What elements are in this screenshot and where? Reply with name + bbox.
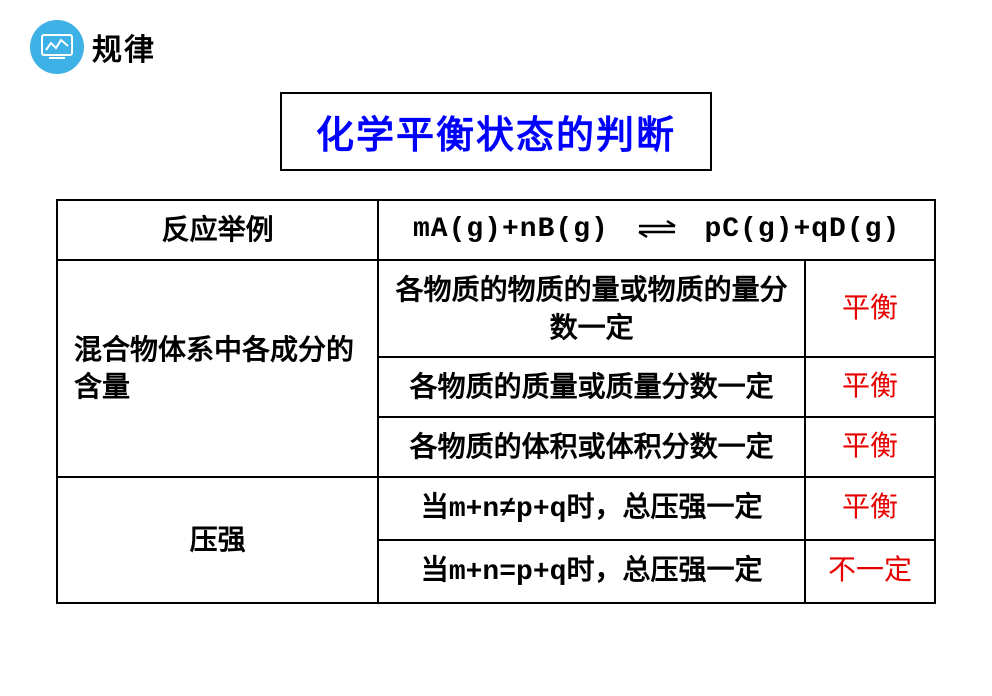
cond-post: 时，总压强一定 xyxy=(566,491,762,522)
equation-left: mA(g)+nB(g) xyxy=(413,214,609,245)
equation-cell: mA(g)+nB(g) pC(g)+qD(g) xyxy=(378,200,935,260)
result-cell: 平衡 xyxy=(805,417,935,477)
condition-cell: 当m+n≠p+q时，总压强一定 xyxy=(378,477,805,540)
equilibrium-arrow-icon xyxy=(635,219,679,239)
header-badge: 规律 xyxy=(30,20,962,74)
badge-label: 规律 xyxy=(92,25,156,69)
table-header-row: 反应举例 mA(g)+nB(g) pC(g)+qD(g) xyxy=(57,200,935,260)
condition-cell: 各物质的物质的量或物质的量分数一定 xyxy=(378,260,805,358)
result-cell: 平衡 xyxy=(805,260,935,358)
result-cell: 不一定 xyxy=(805,540,935,603)
badge-icon xyxy=(30,20,84,74)
page-title: 化学平衡状态的判断 xyxy=(280,92,712,171)
result-cell: 平衡 xyxy=(805,477,935,540)
criteria-table: 反应举例 mA(g)+nB(g) pC(g)+qD(g) 混合物体系中各成分的含… xyxy=(56,199,936,604)
header-left: 反应举例 xyxy=(57,200,378,260)
cond-post: 时，总压强一定 xyxy=(566,554,762,585)
condition-cell: 各物质的质量或质量分数一定 xyxy=(378,357,805,417)
title-container: 化学平衡状态的判断 xyxy=(30,92,962,171)
table-row: 混合物体系中各成分的含量 各物质的物质的量或物质的量分数一定 平衡 xyxy=(57,260,935,358)
table-row: 压强 当m+n≠p+q时，总压强一定 平衡 xyxy=(57,477,935,540)
cond-expr: m+n=p+q xyxy=(449,557,567,588)
condition-cell: 当m+n=p+q时，总压强一定 xyxy=(378,540,805,603)
cond-expr: m+n≠p+q xyxy=(449,494,567,525)
cond-pre: 当 xyxy=(421,554,449,585)
result-cell: 平衡 xyxy=(805,357,935,417)
cond-pre: 当 xyxy=(421,491,449,522)
condition-cell: 各物质的体积或体积分数一定 xyxy=(378,417,805,477)
section2-label: 压强 xyxy=(57,477,378,603)
section1-label: 混合物体系中各成分的含量 xyxy=(57,260,378,477)
equation-right: pC(g)+qD(g) xyxy=(704,214,900,245)
